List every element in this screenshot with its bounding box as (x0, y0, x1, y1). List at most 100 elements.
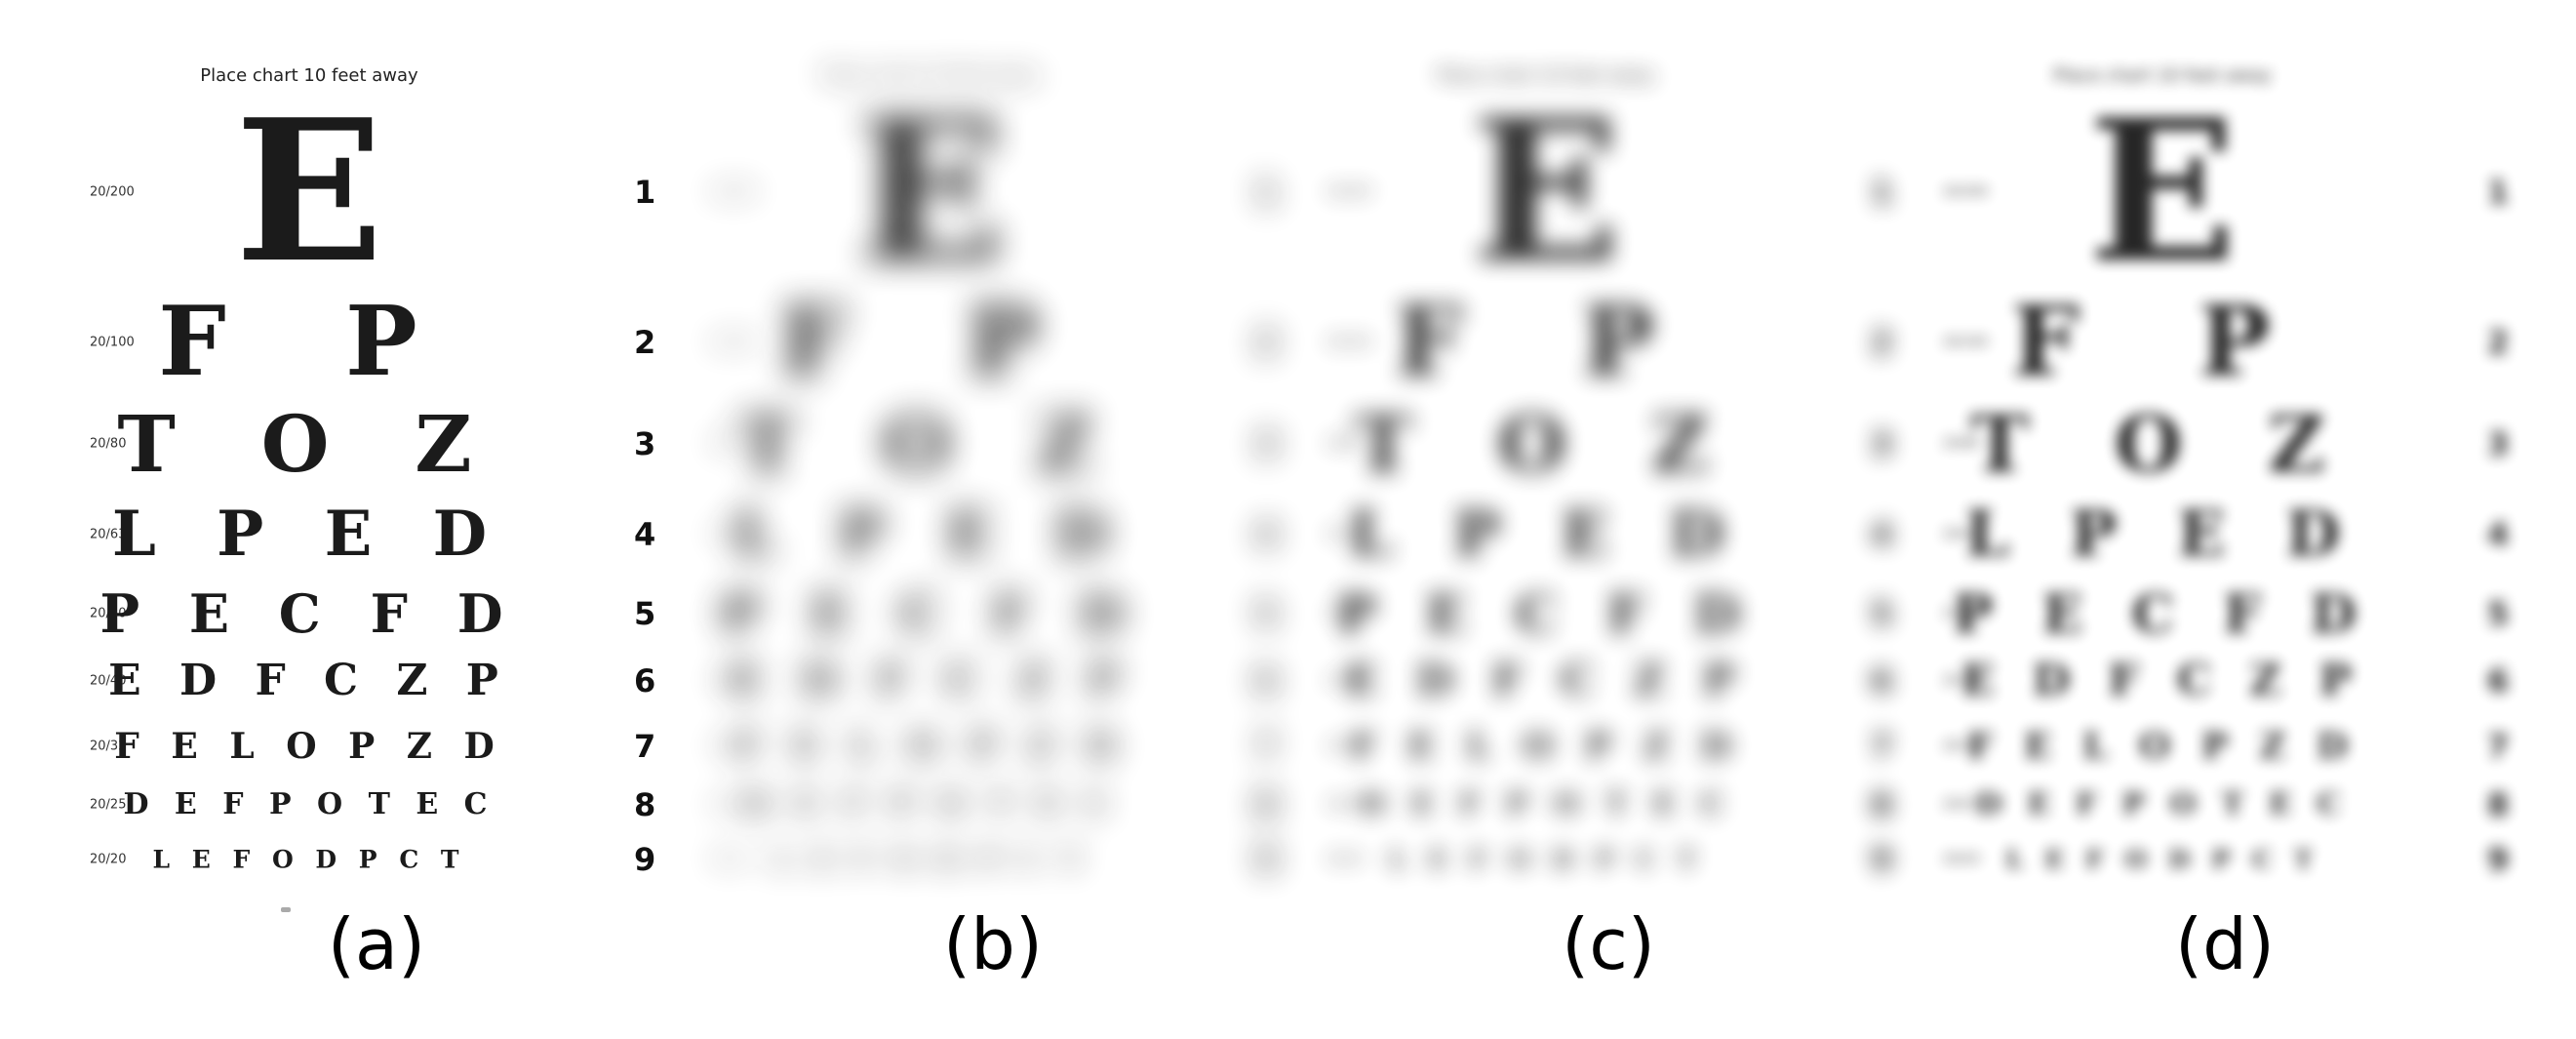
caption-b: (b) (943, 903, 1043, 985)
acuity-label: 20/80 (1943, 436, 1980, 452)
acuity-label: 20/63 (711, 527, 748, 542)
row-number: 7 (1255, 728, 1278, 765)
acuity-label: 20/40 (1943, 673, 1980, 689)
chart-row: 20/80 T O Z 3 (66, 385, 679, 502)
optotype-letters: T O Z (117, 398, 501, 490)
row-number: 5 (1255, 595, 1278, 632)
chart-row: 20/200 E 1 (688, 95, 1300, 290)
chart-row: 20/20 L E F O D P C T 9 (66, 801, 679, 912)
row-number: 4 (634, 516, 656, 553)
chart-row: 20/40 E D F C Z P 6 (1920, 622, 2532, 739)
row-number: 8 (634, 786, 656, 823)
acuity-label: 20/25 (1943, 797, 1980, 813)
acuity-label: 20/100 (1327, 335, 1371, 350)
optotype-letters: L P E D (733, 498, 1129, 571)
chart-title: Place chart 10 feet away (1437, 65, 1655, 86)
chart-row: 20/100 F P 2 (66, 284, 679, 401)
chart-row: 20/25 D E F P O T E C 8 (688, 746, 1300, 863)
row-number: 7 (634, 728, 656, 765)
chart-row: 20/50 P E C F D 5 (66, 555, 679, 672)
acuity-label: 20/40 (711, 673, 748, 689)
eye-chart: Place chart 10 feet away 20/200 E 1 20/100 F … (66, 39, 679, 912)
chart-row: 20/50 P E C F D 5 (1920, 555, 2532, 672)
row-number: 9 (1255, 841, 1278, 878)
caption-a: (a) (327, 903, 426, 985)
optotype-letters: F P (1395, 286, 1697, 398)
optotype-letters: P E C F D (1953, 582, 2372, 645)
chart-row: 20/25 D E F P O T E C 8 (66, 746, 679, 863)
acuity-label: 20/100 (711, 335, 756, 350)
acuity-label: 20/80 (711, 436, 748, 452)
chart-row: 20/100 F P 2 (1303, 284, 1916, 401)
optotype-letters: E (1471, 77, 1621, 306)
acuity-label: 20/32 (711, 739, 748, 754)
cutoff-mark (281, 907, 291, 912)
chart-row: 20/100 F P 2 (1920, 284, 2532, 401)
optotype-letters: T O Z (738, 398, 1123, 490)
optotype-letters: L E F O D P C T (2005, 845, 2319, 874)
row-number: 9 (2487, 841, 2510, 878)
caption-d: (d) (2175, 903, 2275, 985)
chart-row: 20/32 F E L O P Z D 7 (1303, 688, 1916, 805)
optotype-letters: F E L O P Z D (1351, 726, 1741, 767)
row-number: 2 (1871, 324, 1893, 361)
chart-row: 20/50 P E C F D 5 (688, 555, 1300, 672)
optotype-letters: L E F O D P C T (773, 845, 1088, 874)
acuity-label: 20/200 (1327, 184, 1371, 200)
chart-title: Place chart 10 feet away (200, 65, 418, 86)
acuity-label: 20/32 (90, 739, 127, 754)
row-number: 5 (1871, 595, 1893, 632)
acuity-label: 20/25 (90, 797, 127, 813)
chart-row: 20/80 T O Z 3 (1920, 385, 2532, 502)
chart-row: 20/40 E D F C Z P 6 (1303, 622, 1916, 739)
optotype-letters: P E C F D (721, 582, 1140, 645)
row-number: 4 (1255, 516, 1278, 553)
row-number: 2 (1255, 324, 1278, 361)
optotype-letters: L P E D (111, 498, 507, 571)
row-number: 7 (1871, 728, 1893, 765)
optotype-letters: F E L O P Z D (1967, 726, 2358, 767)
chart-row: 20/20 L E F O D P C T 9 (1920, 801, 2532, 912)
optotype-letters: E D F C Z P (108, 656, 510, 705)
chart-row: 20/63 L P E D 4 (66, 476, 679, 593)
row-number: 4 (2487, 516, 2510, 553)
acuity-label: 20/80 (90, 436, 127, 452)
optotype-letters: F P (158, 286, 460, 398)
optotype-letters: L P E D (1964, 498, 2360, 571)
chart-row: 20/63 L P E D 4 (688, 476, 1300, 593)
optotype-letters: F E L O P Z D (114, 726, 504, 767)
acuity-label: 20/20 (90, 852, 127, 867)
optotype-letters: D E F P O T E C (744, 787, 1117, 821)
row-number: 8 (2487, 786, 2510, 823)
optotype-letters: D E F P O T E C (1976, 787, 2349, 821)
chart-row: 20/20 L E F O D P C T 9 (688, 801, 1300, 912)
optotype-letters: E D F C Z P (730, 656, 1131, 705)
optotype-letters: D E F P O T E C (1360, 787, 1732, 821)
eye-chart-panel-c-blurred: Place chart 10 feet away 20/200 E 1 20/100 F … (1303, 39, 1916, 912)
row-number: 9 (1871, 841, 1893, 878)
optotype-letters: P E C F D (1336, 582, 1756, 645)
acuity-label: 20/63 (90, 527, 127, 542)
row-number: 2 (2487, 324, 2510, 361)
chart-row: 20/80 T O Z 3 (688, 385, 1300, 502)
optotype-letters: L E F O D P C T (152, 845, 466, 874)
acuity-label: 20/80 (1327, 436, 1364, 452)
acuity-label: 20/50 (711, 606, 748, 621)
acuity-label: 20/25 (1327, 797, 1364, 813)
row-number: 6 (2487, 662, 2510, 699)
acuity-label: 20/63 (1327, 527, 1364, 542)
acuity-label: 20/20 (1327, 852, 1364, 867)
row-number: 5 (634, 595, 656, 632)
eye-chart-panel-b-blurred: Place chart 10 feet away 20/200 E 1 20/100 F … (688, 39, 1300, 912)
chart-title: Place chart 10 feet away (821, 65, 1040, 86)
acuity-label: 20/63 (1943, 527, 1980, 542)
optotype-letters: E (2087, 77, 2238, 306)
caption-c: (c) (1562, 903, 1655, 985)
optotype-letters: D E F P O T E C (123, 787, 495, 821)
acuity-label: 20/200 (90, 184, 135, 200)
acuity-label: 20/50 (1943, 606, 1980, 621)
optotype-letters: L E F O D P C T (1389, 845, 1703, 874)
optotype-letters: F P (2011, 286, 2314, 398)
row-number: 8 (1871, 786, 1893, 823)
acuity-label: 20/200 (711, 184, 756, 200)
